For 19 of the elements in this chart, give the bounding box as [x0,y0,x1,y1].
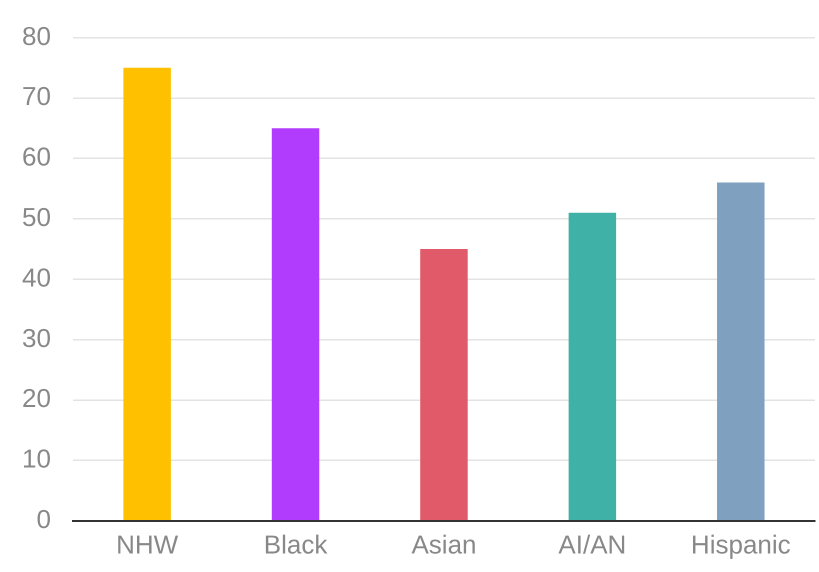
y-tick-label: 10 [22,444,51,474]
y-tick-label: 60 [22,142,51,172]
bar [420,249,468,520]
x-tick-label: Asian [411,530,476,560]
y-tick-label: 40 [22,262,51,292]
bar [123,68,171,520]
y-tick-label: 80 [22,20,51,51]
y-tick-label: 20 [22,383,51,414]
bar [568,212,616,520]
bar [272,128,320,520]
x-tick-label: Hispanic [690,530,791,560]
x-tick-label: AI/AN [558,530,626,560]
bar [717,182,765,520]
x-tick-label: Black [264,530,328,560]
x-tick-label: NHW [116,530,179,560]
y-tick-label: 30 [22,322,51,353]
y-tick-label: 50 [22,202,51,232]
y-tick-label: 70 [22,81,51,112]
y-tick-label: 0 [36,504,51,534]
